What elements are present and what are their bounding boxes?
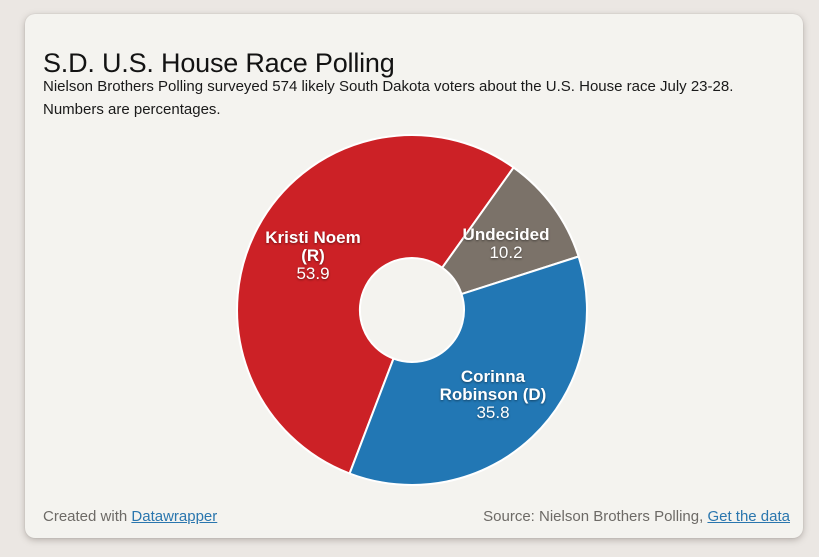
footer-source: Source: Nielson Brothers Polling, Get th… (483, 508, 790, 525)
slice-corinna-robinson[interactable] (348, 255, 588, 486)
get-the-data-link[interactable]: Get the data (707, 508, 790, 525)
slice-kristi-noem[interactable] (236, 134, 515, 475)
chart-description-line-1: Nielson Brothers Polling surveyed 574 li… (43, 78, 734, 95)
slice-undecided[interactable] (441, 166, 580, 296)
donut-chart-svg (236, 134, 588, 486)
chart-card: S.D. U.S. House Race Polling Nielson Bro… (25, 14, 803, 538)
source-text: Source: Nielson Brothers Polling, (483, 508, 704, 525)
donut-chart (227, 125, 597, 495)
datawrapper-link[interactable]: Datawrapper (131, 508, 218, 525)
created-with-text: Created with (43, 508, 128, 525)
footer-attribution: Created with Datawrapper (43, 508, 217, 525)
page-title: S.D. U.S. House Race Polling (43, 48, 395, 79)
chart-description: Nielson Brothers Polling surveyed 574 li… (43, 75, 733, 121)
chart-description-line-2: Numbers are percentages. (43, 101, 221, 118)
chart-footer: Created with Datawrapper Source: Nielson… (43, 508, 790, 525)
